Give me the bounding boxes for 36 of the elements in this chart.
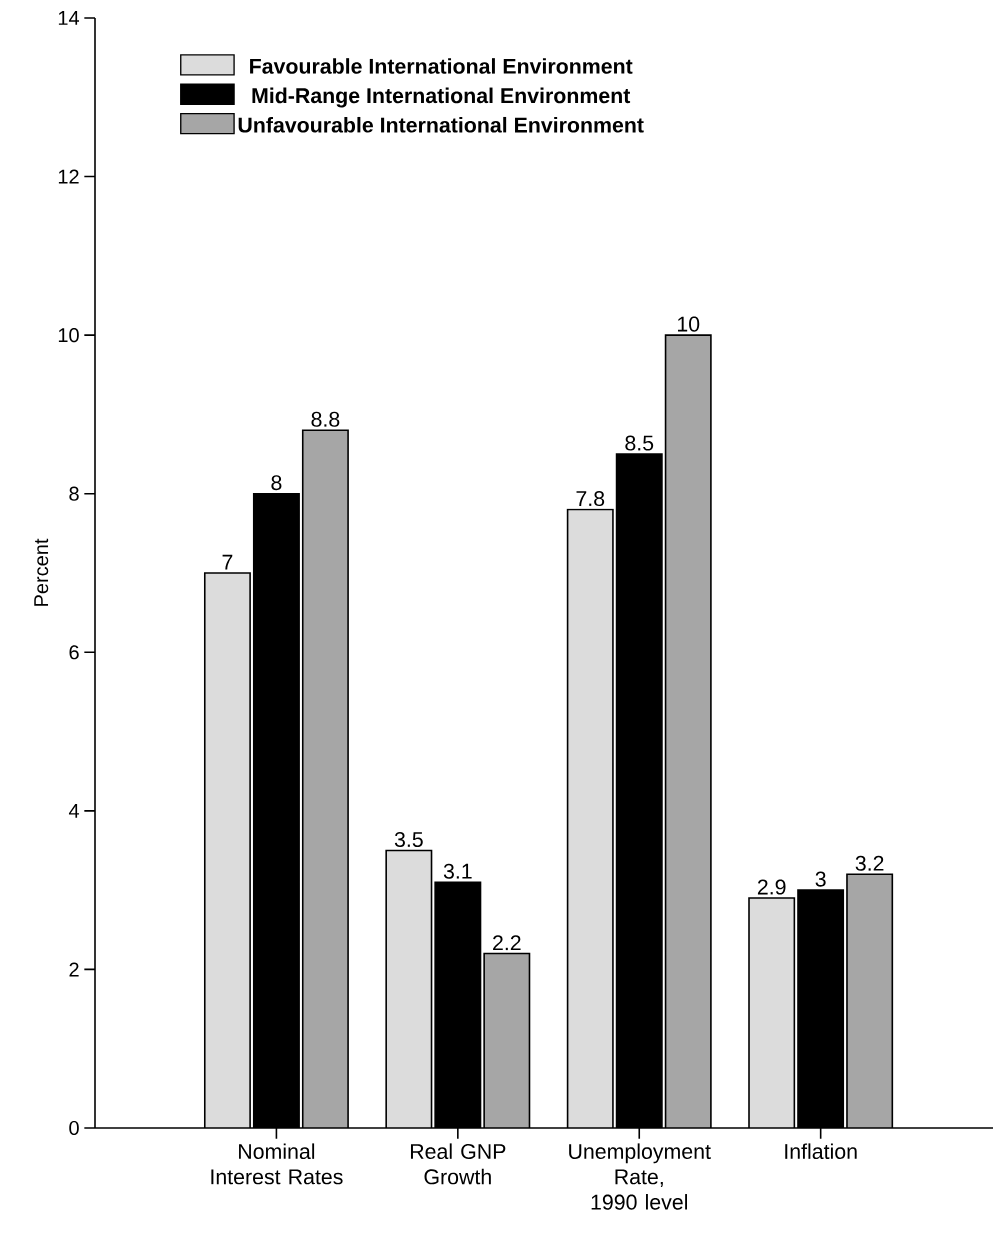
data-label: 8.8 <box>311 411 340 427</box>
legend-label: Favourable International Environment <box>250 58 633 74</box>
bar <box>484 953 530 1128</box>
data-label: 3.5 <box>394 831 423 848</box>
legend-label: Unfavourable International Environment <box>238 116 644 133</box>
data-label: 3 <box>815 871 826 887</box>
data-label: 3.2 <box>855 855 884 871</box>
data-label: 2.2 <box>493 935 521 951</box>
y-tick-label: 14 <box>58 11 80 25</box>
y-tick-label: 12 <box>58 169 79 184</box>
bar <box>302 430 349 1128</box>
bar <box>846 873 894 1128</box>
bar <box>665 335 711 1128</box>
bar <box>567 509 613 1128</box>
legend-label: Mid-Range International Environment <box>252 87 631 108</box>
bar <box>204 572 251 1128</box>
y-tick-label: 2 <box>69 962 79 977</box>
y-tick-label: 10 <box>58 328 79 343</box>
x-tick-label: Unemployment Rate, 1990 level <box>569 1143 711 1210</box>
bar <box>748 897 796 1128</box>
data-label: 2.9 <box>757 879 786 895</box>
data-label: 8 <box>271 475 282 491</box>
data-label: 7 <box>222 554 233 570</box>
data-label: 10 <box>678 316 700 332</box>
y-tick-label: 8 <box>69 486 79 501</box>
data-label: 7.8 <box>576 491 605 507</box>
x-tick-label: Nominal Interest Rates <box>211 1143 343 1185</box>
y-tick-label: 0 <box>69 1120 79 1136</box>
data-label: 8.5 <box>625 435 654 451</box>
y-axis-title: Percent <box>34 538 49 606</box>
x-tick-label: Inflation <box>785 1143 857 1160</box>
data-label: 3.1 <box>443 863 472 879</box>
x-tick-label: Real GNP Growth <box>410 1143 506 1185</box>
bar <box>386 850 432 1128</box>
y-tick-label: 6 <box>69 645 79 660</box>
y-tick-label: 4 <box>68 803 80 818</box>
